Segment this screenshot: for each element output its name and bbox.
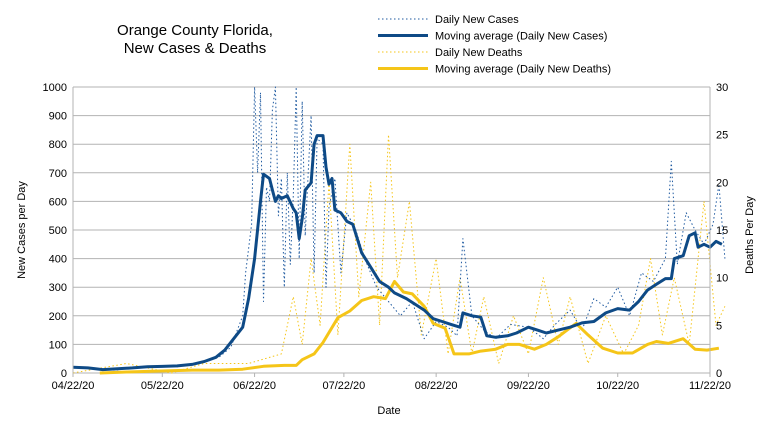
y-right-tick-label: 25 xyxy=(716,130,728,142)
series-layer xyxy=(72,86,726,375)
series-moving-average-daily-new-deaths xyxy=(99,280,720,375)
series-daily-new-cases xyxy=(72,86,726,371)
legend-label: Moving average (Daily New Cases) xyxy=(435,31,607,43)
y-right-tick-label: 15 xyxy=(716,225,728,237)
x-axis-title: Date xyxy=(377,405,400,417)
x-tick-label: 05/22/20 xyxy=(141,380,184,392)
y-left-tick-label: 1000 xyxy=(43,82,67,94)
x-tick-label: 10/22/20 xyxy=(596,380,639,392)
x-tick-label: 08/22/20 xyxy=(415,380,458,392)
series-moving-average-daily-new-cases xyxy=(72,134,723,372)
y-right-tick-label: 20 xyxy=(716,177,728,189)
y-left-tick-label: 300 xyxy=(49,282,67,294)
y-axis-right-title: Deaths Per Day xyxy=(744,196,756,274)
y-left-tick-label: 700 xyxy=(49,168,67,180)
legend-label: Daily New Cases xyxy=(435,14,519,26)
legend: Daily New Cases Moving average (Daily New… xyxy=(378,14,611,76)
y-left-tick-label: 500 xyxy=(49,225,67,237)
series-daily-new-deaths xyxy=(72,134,726,374)
legend-label: Daily New Deaths xyxy=(435,47,523,59)
y-left-tick-label: 100 xyxy=(49,339,67,351)
chart-title-line1: Orange County Florida, xyxy=(117,22,273,39)
legend-label: Moving average (Daily New Deaths) xyxy=(435,64,611,76)
y-left-tick-label: 800 xyxy=(49,139,67,151)
y-right-tick-label: 30 xyxy=(716,82,728,94)
x-tick-label: 04/22/20 xyxy=(52,380,95,392)
grid xyxy=(73,86,710,374)
y-left-tick-label: 0 xyxy=(61,368,67,380)
y-axis-left-title: New Cases per Day xyxy=(16,181,28,279)
x-tick-label: 06/22/20 xyxy=(233,380,276,392)
x-tick-label: 11/22/20 xyxy=(689,380,731,392)
axes: 0 100 200 300 400 500 600 700 800 900 1000 0 5 10 15 20… xyxy=(43,82,731,392)
y-right-tick-label: 10 xyxy=(716,273,728,285)
y-right-tick-label: 0 xyxy=(716,368,722,380)
y-left-tick-label: 900 xyxy=(49,111,67,123)
y-left-tick-label: 400 xyxy=(49,254,67,266)
x-tick-label: 07/22/20 xyxy=(322,380,365,392)
x-tick-label: 09/22/20 xyxy=(507,380,550,392)
y-right-tick-label: 5 xyxy=(716,320,722,332)
y-left-tick-label: 600 xyxy=(49,196,67,208)
y-left-tick-label: 200 xyxy=(49,311,67,323)
chart-title-line2: New Cases & Deaths xyxy=(124,40,267,57)
